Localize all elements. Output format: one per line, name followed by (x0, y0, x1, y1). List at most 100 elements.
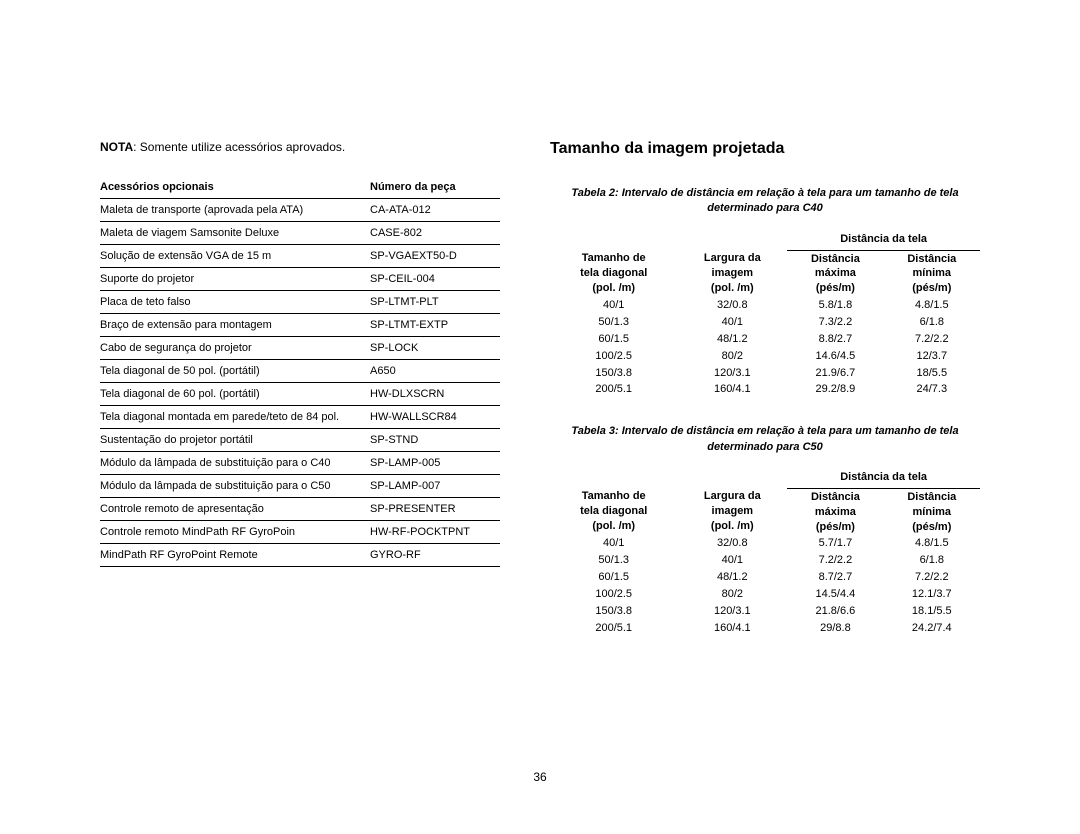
accessory-part: HW-DLXSCRN (370, 383, 500, 406)
nota-label: NOTA (100, 140, 133, 154)
table-row: Tela diagonal montada em parede/teto de … (100, 406, 500, 429)
col-width: Largura da imagem (pol. /m) (677, 488, 787, 535)
table-cell: 48/1.2 (677, 569, 787, 586)
spacer (550, 231, 677, 250)
table-cell: 150/3.8 (550, 365, 677, 382)
table-cell: 80/2 (677, 348, 787, 365)
table-cell: 32/0.8 (677, 297, 787, 314)
accessory-name: Sustentação do projetor portátil (100, 429, 370, 452)
table-row: 150/3.8120/3.121.9/6.718/5.5 (550, 365, 980, 382)
table-cell: 8.8/2.7 (787, 331, 883, 348)
accessory-name: Maleta de viagem Samsonite Deluxe (100, 222, 370, 245)
accessory-name: Controle remoto de apresentação (100, 498, 370, 521)
table-cell: 24/7.3 (884, 381, 980, 398)
accessory-part: SP-VGAEXT50-D (370, 245, 500, 268)
table-row: 200/5.1160/4.129/8.824.2/7.4 (550, 620, 980, 637)
table-cell: 4.8/1.5 (884, 297, 980, 314)
accessories-table: Acessórios opcionais Número da peça Male… (100, 176, 500, 567)
table-cell: 7.2/2.2 (787, 552, 883, 569)
table-cell: 150/3.8 (550, 603, 677, 620)
accessory-part: SP-LOCK (370, 337, 500, 360)
distance-group-header: Distância da tela (787, 231, 980, 250)
table-row: Braço de extensão para montagemSP-LTMT-E… (100, 314, 500, 337)
table-row: Módulo da lâmpada de substituição para o… (100, 475, 500, 498)
table-cell: 29/8.8 (787, 620, 883, 637)
accessory-name: Suporte do projetor (100, 268, 370, 291)
accessory-part: A650 (370, 360, 500, 383)
accessory-part: SP-PRESENTER (370, 498, 500, 521)
table-cell: 5.8/1.8 (787, 297, 883, 314)
accessory-name: Braço de extensão para montagem (100, 314, 370, 337)
table-cell: 12/3.7 (884, 348, 980, 365)
accessory-name: Tela diagonal de 50 pol. (portátil) (100, 360, 370, 383)
table-cell: 14.6/4.5 (787, 348, 883, 365)
table-cell: 160/4.1 (677, 620, 787, 637)
table-row: Tela diagonal de 60 pol. (portátil)HW-DL… (100, 383, 500, 406)
table-row: 40/132/0.85.8/1.84.8/1.5 (550, 297, 980, 314)
table-cell: 12.1/3.7 (884, 586, 980, 603)
table-cell: 8.7/2.7 (787, 569, 883, 586)
table-cell: 40/1 (677, 314, 787, 331)
table-row: 40/132/0.85.7/1.74.8/1.5 (550, 535, 980, 552)
col-min: Distância mínima (pés/m) (884, 250, 980, 297)
table-cell: 60/1.5 (550, 569, 677, 586)
table-row: Cabo de segurança do projetorSP-LOCK (100, 337, 500, 360)
table2-caption: Tabela 2: Intervalo de distância em rela… (550, 186, 980, 217)
table-cell: 18.1/5.5 (884, 603, 980, 620)
table-cell: 4.8/1.5 (884, 535, 980, 552)
accessory-name: Módulo da lâmpada de substituição para o… (100, 475, 370, 498)
accessory-name: Placa de teto falso (100, 291, 370, 314)
table-row: 50/1.340/17.2/2.26/1.8 (550, 552, 980, 569)
table-cell: 32/0.8 (677, 535, 787, 552)
table-row: 150/3.8120/3.121.8/6.618.1/5.5 (550, 603, 980, 620)
table-row: Tela diagonal de 50 pol. (portátil)A650 (100, 360, 500, 383)
spacer (677, 231, 787, 250)
table-cell: 50/1.3 (550, 314, 677, 331)
accessory-part: HW-WALLSCR84 (370, 406, 500, 429)
col-min: Distância mínima (pés/m) (884, 488, 980, 535)
accessory-part: SP-LAMP-007 (370, 475, 500, 498)
accessory-name: Tela diagonal de 60 pol. (portátil) (100, 383, 370, 406)
spacer (550, 469, 677, 488)
table-cell: 18/5.5 (884, 365, 980, 382)
distance-group-header: Distância da tela (787, 469, 980, 488)
table-cell: 80/2 (677, 586, 787, 603)
distance-table-c50: Distância da tela Tamanho de tela diagon… (550, 469, 980, 636)
table-cell: 160/4.1 (677, 381, 787, 398)
table-row: 50/1.340/17.3/2.26/1.8 (550, 314, 980, 331)
section-title: Tamanho da imagem projetada (550, 140, 980, 158)
nota-line: NOTA: Somente utilize acessórios aprovad… (100, 140, 500, 154)
table-row: Módulo da lâmpada de substituição para o… (100, 452, 500, 475)
table-cell: 7.2/2.2 (884, 331, 980, 348)
left-column: NOTA: Somente utilize acessórios aprovad… (100, 140, 500, 662)
table-cell: 24.2/7.4 (884, 620, 980, 637)
accessory-part: SP-LAMP-005 (370, 452, 500, 475)
accessory-name: Módulo da lâmpada de substituição para o… (100, 452, 370, 475)
table-row: Controle remoto MindPath RF GyroPoinHW-R… (100, 521, 500, 544)
accessory-part: SP-LTMT-EXTP (370, 314, 500, 337)
table-cell: 29.2/8.9 (787, 381, 883, 398)
accessory-part: SP-STND (370, 429, 500, 452)
table-cell: 40/1 (550, 297, 677, 314)
table-row: 60/1.548/1.28.7/2.77.2/2.2 (550, 569, 980, 586)
table-row: Sustentação do projetor portátilSP-STND (100, 429, 500, 452)
col-diagonal: Tamanho de tela diagonal (pol. /m) (550, 488, 677, 535)
table-cell: 100/2.5 (550, 348, 677, 365)
table-cell: 120/3.1 (677, 365, 787, 382)
spacer (677, 469, 787, 488)
col-max: Distância máxima (pés/m) (787, 488, 883, 535)
table-cell: 60/1.5 (550, 331, 677, 348)
accessory-name: Solução de extensão VGA de 15 m (100, 245, 370, 268)
accessory-part: GYRO-RF (370, 544, 500, 567)
page-number: 36 (0, 770, 1080, 784)
accessory-name: Maleta de transporte (aprovada pela ATA) (100, 199, 370, 222)
table-cell: 5.7/1.7 (787, 535, 883, 552)
table-row: 100/2.580/214.5/4.412.1/3.7 (550, 586, 980, 603)
table3-caption: Tabela 3: Intervalo de distância em rela… (550, 424, 980, 455)
col-width: Largura da imagem (pol. /m) (677, 250, 787, 297)
accessory-part: CA-ATA-012 (370, 199, 500, 222)
table-cell: 50/1.3 (550, 552, 677, 569)
right-column: Tamanho da imagem projetada Tabela 2: In… (550, 140, 980, 662)
table-cell: 21.9/6.7 (787, 365, 883, 382)
accessory-part: CASE-802 (370, 222, 500, 245)
